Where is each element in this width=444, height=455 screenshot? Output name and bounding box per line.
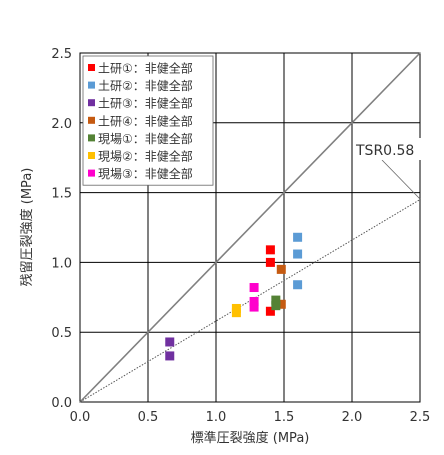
y-tick-label: 0.5: [51, 326, 72, 341]
data-point: [293, 249, 303, 259]
tsr-label: TSR0.58: [355, 143, 414, 159]
data-point: [271, 295, 281, 305]
data-point: [265, 306, 275, 316]
x-axis-title: 標準圧裂強度 (MPa): [191, 430, 310, 446]
equality-line: [79, 52, 421, 403]
x-tick-label: 2.5: [410, 410, 431, 425]
x-tick-label: 2.0: [342, 410, 363, 425]
data-point: [276, 299, 286, 309]
y-tick-label: 0.0: [51, 396, 72, 411]
x-tick-label: 1.0: [206, 410, 227, 425]
data-point: [276, 264, 286, 274]
legend-label: 土研②：非健全部: [98, 78, 193, 93]
x-tick-label: 0.0: [70, 410, 91, 425]
data-point: [165, 337, 175, 347]
data-point: [271, 301, 281, 311]
legend-box: [82, 55, 214, 186]
tsr-leader-line: [381, 159, 421, 200]
y-tick-label: 2.5: [51, 47, 72, 62]
legend-swatch: [88, 116, 95, 124]
x-tick-label: 1.5: [274, 410, 295, 425]
legend-label: 土研③：非健全部: [98, 96, 193, 111]
x-tick-label: 0.5: [138, 410, 159, 425]
legend-swatch: [88, 81, 95, 89]
reference-lines: [79, 52, 421, 403]
data-point: [231, 308, 241, 318]
data-point: [265, 257, 275, 267]
data-point: [293, 280, 303, 290]
legend-label: 現場①：非健全部: [98, 131, 193, 146]
data-point: [249, 283, 259, 293]
legend-label: 現場③：非健全部: [98, 166, 193, 181]
legend-label: 土研①：非健全部: [98, 61, 193, 76]
legend-swatch: [88, 99, 95, 107]
data-points: [165, 232, 303, 361]
y-tick-label: 1.5: [51, 187, 72, 202]
data-point: [249, 302, 259, 312]
data-point: [249, 296, 259, 306]
legend-swatch: [88, 134, 95, 142]
tsr-annotation: TSR0.58: [353, 138, 421, 200]
y-tick-label: 2.0: [51, 117, 72, 132]
tsr-label-box: [353, 138, 421, 160]
legend-label: 現場②：非健全部: [98, 149, 193, 164]
tick-labels: 0.0 0.5 1.0 1.5 2.0 2.5 0.0 0.5 1.0 1.5 2.0 2.5: [51, 47, 430, 425]
legend-swatch: [88, 64, 95, 71]
y-axis-title: 残留圧裂強度 (MPa): [19, 168, 35, 287]
y-tick-label: 1.0: [51, 256, 72, 271]
legend-swatch: [88, 152, 95, 159]
legend-label: 土研④：非健全部: [98, 113, 193, 128]
legend: 土研①：非健全部土研②：非健全部土研③：非健全部土研④：非健全部現場①：非健全部…: [82, 55, 214, 186]
data-point: [165, 351, 175, 361]
data-point: [265, 245, 275, 255]
legend-swatch: [88, 169, 95, 177]
data-point: [293, 232, 303, 242]
